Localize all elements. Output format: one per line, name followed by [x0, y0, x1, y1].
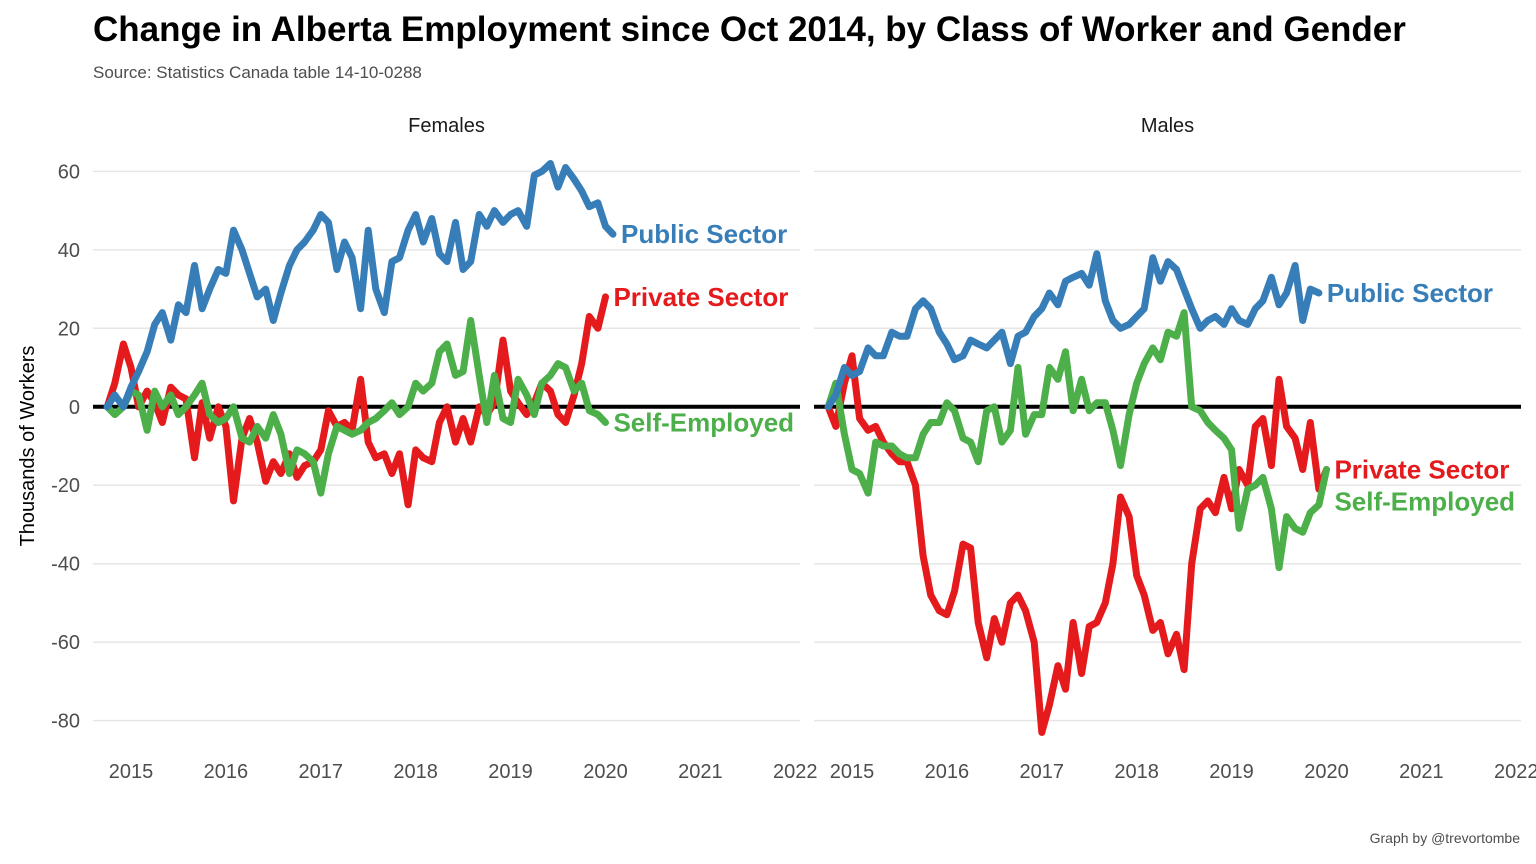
chart-subtitle: Source: Statistics Canada table 14-10-02… [93, 63, 422, 82]
series-line-public-sector [824, 250, 1323, 411]
y-tick-label: -80 [51, 711, 80, 733]
x-tick-label: 2019 [488, 761, 533, 783]
series-end-label: Private Sector [613, 282, 788, 312]
x-tick-label: 2017 [299, 761, 344, 783]
series-end-label: Self-Employed [1334, 487, 1515, 517]
y-tick-label: -40 [51, 554, 80, 576]
panel-title: Females [408, 115, 485, 137]
series-line-self-employed [103, 317, 609, 497]
x-tick-label: 2017 [1020, 761, 1065, 783]
x-tick-label: 2015 [830, 761, 875, 783]
series-line-public-sector [103, 160, 617, 411]
x-tick-label: 2016 [925, 761, 970, 783]
y-tick-label: 20 [58, 318, 80, 340]
x-tick-label: 2018 [1114, 761, 1159, 783]
panel-males: Males 2015 2016 2017 2018 2019 2020 2021 2022 Pub… [814, 115, 1536, 783]
x-tick-label: 2021 [1399, 761, 1444, 783]
x-tick-label: 2018 [393, 761, 438, 783]
series-line-self-employed [824, 309, 1330, 572]
y-tick-label: 60 [58, 161, 80, 183]
x-tick-label: 2019 [1209, 761, 1254, 783]
facet-panels: Females 60 40 20 0 -20 -40 -60 -80 2015 2016 2017 20… [51, 115, 1536, 783]
panel-females: Females 60 40 20 0 -20 -40 -60 -80 2015 2016 2017 20… [51, 115, 817, 783]
x-tick-label: 2020 [1304, 761, 1349, 783]
x-tick-label: 2016 [204, 761, 249, 783]
y-tick-label: -60 [51, 632, 80, 654]
panel-title: Males [1141, 115, 1194, 137]
series-end-label: Private Sector [1334, 455, 1509, 485]
x-tick-label: 2022 [1494, 761, 1536, 783]
series-end-label: Self-Employed [613, 407, 794, 437]
y-axis-label: Thousands of Workers [17, 346, 39, 547]
x-tick-label: 2022 [773, 761, 818, 783]
series-line-private-sector [824, 352, 1330, 736]
x-tick-label: 2020 [583, 761, 628, 783]
series-line-private-sector [103, 293, 609, 509]
series-end-label: Public Sector [621, 219, 787, 249]
y-tick-label: 40 [58, 240, 80, 262]
series-end-label: Public Sector [1327, 278, 1493, 308]
y-tick-label: 0 [69, 397, 80, 419]
chart-caption: Graph by @trevortombe [1369, 830, 1520, 846]
y-tick-label: -20 [51, 475, 80, 497]
x-tick-label: 2015 [109, 761, 154, 783]
x-tick-label: 2021 [678, 761, 723, 783]
chart-title: Change in Alberta Employment since Oct 2… [93, 10, 1406, 49]
